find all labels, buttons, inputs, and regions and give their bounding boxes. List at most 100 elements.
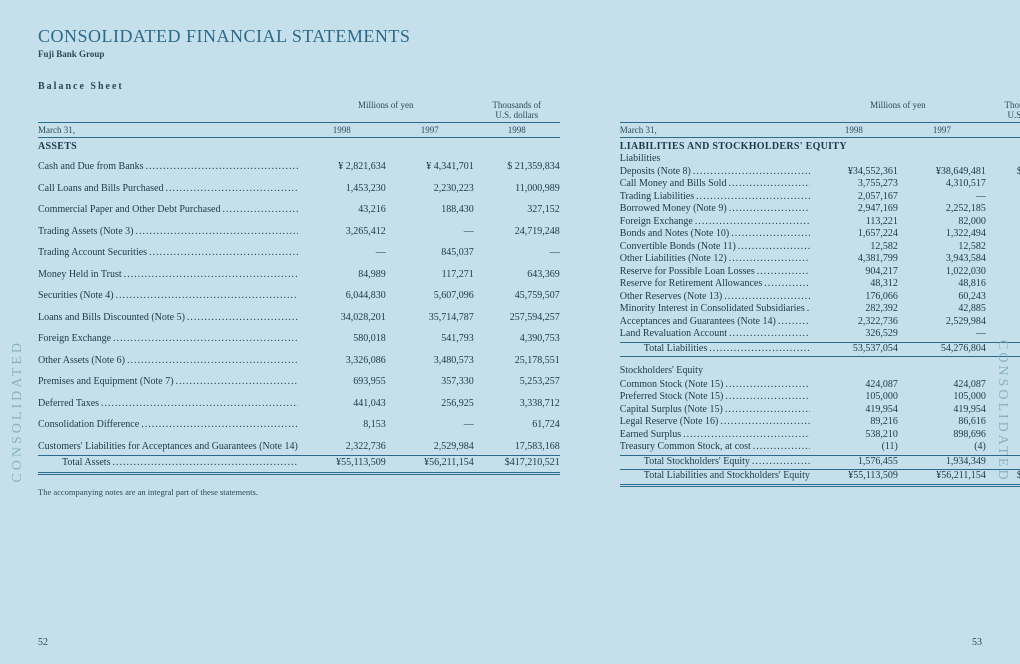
total-assets-v1: ¥55,113,509 xyxy=(298,456,386,471)
col-group-yen-r: Millions of yen xyxy=(810,100,986,120)
liabilities-subheading: Liabilities xyxy=(620,153,1020,166)
row-label: Call Money and Bills Sold xyxy=(620,178,810,191)
row-label: Trading Liabilities xyxy=(620,191,810,204)
table-row: Trading Assets (Note 3)3,265,412—24,719,… xyxy=(38,225,560,240)
table-row: Reserve for Possible Loan Losses904,2171… xyxy=(620,266,1020,279)
cell-value: 33,170,318 xyxy=(986,253,1020,266)
row-label: Deferred Taxes xyxy=(38,397,298,412)
grand-total-row: Total Liabilities and Stockholders' Equi… xyxy=(620,470,1020,487)
cell-value: 904,217 xyxy=(810,266,898,279)
assets-heading: ASSETS xyxy=(38,138,560,153)
table-row: Trading Account Securities—845,037— xyxy=(38,246,560,261)
cell-value: 22,310,138 xyxy=(986,203,1020,216)
row-label: Consolidation Difference xyxy=(38,418,298,433)
cell-value: — xyxy=(898,328,986,341)
page-title: CONSOLIDATED FINANCIAL STATEMENTS xyxy=(38,26,982,47)
cell-value: 82,000 xyxy=(898,216,986,229)
row-label: Land Revaluation Account xyxy=(620,328,810,341)
table-row: Commercial Paper and Other Debt Purchase… xyxy=(38,203,560,218)
cell-value: 2,322,736 xyxy=(298,440,386,455)
table-row: Deferred Taxes441,043256,9253,338,712 xyxy=(38,397,560,412)
cell-value: — xyxy=(386,418,474,433)
cell-value: 2,252,185 xyxy=(898,203,986,216)
total-se-row: Total Stockholders' Equity 1,576,455 1,9… xyxy=(620,456,1020,471)
table-row: Treasury Common Stock, at cost(11)(4)(89… xyxy=(620,441,1020,456)
cell-value: 60,243 xyxy=(898,291,986,304)
cell-value: ¥ 4,341,701 xyxy=(386,160,474,175)
row-label: Acceptances and Guarantees (Note 14) xyxy=(620,316,810,329)
cell-value: $261,562,164 xyxy=(986,166,1020,179)
cell-value: 3,755,273 xyxy=(810,178,898,191)
cell-value: 2,529,984 xyxy=(386,440,474,455)
left-pane: Millions of yen Thousands of U.S. dollar… xyxy=(38,100,560,497)
cell-value: 693,955 xyxy=(298,375,386,390)
cell-value: 857,087 xyxy=(986,216,1020,229)
table-row: Borrowed Money (Note 9)2,947,1692,252,18… xyxy=(620,203,1020,216)
cell-value: 643,369 xyxy=(474,268,560,283)
cell-value: 12,582 xyxy=(810,241,898,254)
cell-value: 580,018 xyxy=(298,332,386,347)
row-label: Trading Account Securities xyxy=(38,246,298,261)
date-label-r: March 31, xyxy=(620,125,810,135)
total-liab-label: Total Liabilities xyxy=(620,343,810,356)
cell-value: 3,338,712 xyxy=(474,397,560,412)
cell-value: 1,453,230 xyxy=(298,182,386,197)
cell-value: — xyxy=(298,246,386,261)
row-label: Commercial Paper and Other Debt Purchase… xyxy=(38,203,298,218)
cell-value: 1,322,494 xyxy=(898,228,986,241)
cell-value: 5,607,096 xyxy=(386,289,474,304)
table-row: Legal Reserve (Note 16)89,21686,616675,3… xyxy=(620,416,1020,429)
date-label: March 31, xyxy=(38,125,298,135)
cell-value: 2,471,834 xyxy=(986,328,1020,341)
cell-value: 12,582 xyxy=(898,241,986,254)
row-label: Convertible Bonds (Note 11) xyxy=(620,241,810,254)
cell-value: 3,480,573 xyxy=(386,354,474,369)
cell-value: 89,216 xyxy=(810,416,898,429)
cell-value: — xyxy=(386,225,474,240)
cell-value: 11,000,989 xyxy=(474,182,560,197)
cell-value: $ 21,359,834 xyxy=(474,160,560,175)
row-label: Securities (Note 4) xyxy=(38,289,298,304)
table-row: Other Liabilities (Note 12)4,381,7993,94… xyxy=(620,253,1020,266)
cell-value: 327,152 xyxy=(474,203,560,218)
col-headers-right: Millions of yen Thousands of U.S. dollar… xyxy=(620,100,1020,123)
table-row: Premises and Equipment (Note 7)693,95535… xyxy=(38,375,560,390)
cell-value: 105,000 xyxy=(810,391,898,404)
row-label: Money Held in Trust xyxy=(38,268,298,283)
cell-value: 357,330 xyxy=(386,375,474,390)
row-label: Other Reserves (Note 13) xyxy=(620,291,810,304)
cell-value: 538,210 xyxy=(810,429,898,442)
page-number-left: 52 xyxy=(38,637,48,648)
total-assets-row: Total Assets ¥55,113,509 ¥56,211,154 $41… xyxy=(38,456,560,475)
row-label: Preferred Stock (Note 15) xyxy=(620,391,810,404)
cell-value: 86,616 xyxy=(898,416,986,429)
cell-value: 34,028,201 xyxy=(298,311,386,326)
row-label: Reserve for Retirement Allowances xyxy=(620,278,810,291)
cell-value: 326,529 xyxy=(810,328,898,341)
cell-value: 4,390,753 xyxy=(474,332,560,347)
table-row: Foreign Exchange580,018541,7934,390,753 xyxy=(38,332,560,347)
cell-value: — xyxy=(898,191,986,204)
table-row: Earned Surplus538,210898,6964,074,262 xyxy=(620,429,1020,442)
cell-value: 1,657,224 xyxy=(810,228,898,241)
cell-value: 2,230,223 xyxy=(386,182,474,197)
cell-value: 3,265,412 xyxy=(298,225,386,240)
row-label: Capital Surplus (Note 15) xyxy=(620,404,810,417)
page-number-right: 53 xyxy=(972,637,982,648)
cell-value: 8,153 xyxy=(298,418,386,433)
cell-value: 61,724 xyxy=(474,418,560,433)
cell-value: — xyxy=(474,246,560,261)
row-label: Earned Surplus xyxy=(620,429,810,442)
table-row: Call Money and Bills Sold3,755,2734,310,… xyxy=(620,178,1020,191)
table-row: Cash and Due from Banks¥ 2,821,634¥ 4,34… xyxy=(38,160,560,175)
cell-value: (4) xyxy=(898,441,986,454)
table-row: Consolidation Difference8,153—61,724 xyxy=(38,418,560,433)
table-row: Customers' Liabilities for Acceptances a… xyxy=(38,440,560,457)
table-row: Convertible Bonds (Note 11)12,58212,5829… xyxy=(620,241,1020,254)
cell-value: 441,043 xyxy=(298,397,386,412)
cell-value: 95,248 xyxy=(986,241,1020,254)
table-row: Capital Surplus (Note 15)419,954419,9543… xyxy=(620,404,1020,417)
row-label: Reserve for Possible Loan Losses xyxy=(620,266,810,279)
total-se-v2: 1,934,349 xyxy=(898,456,986,469)
row-label: Call Loans and Bills Purchased xyxy=(38,182,298,197)
